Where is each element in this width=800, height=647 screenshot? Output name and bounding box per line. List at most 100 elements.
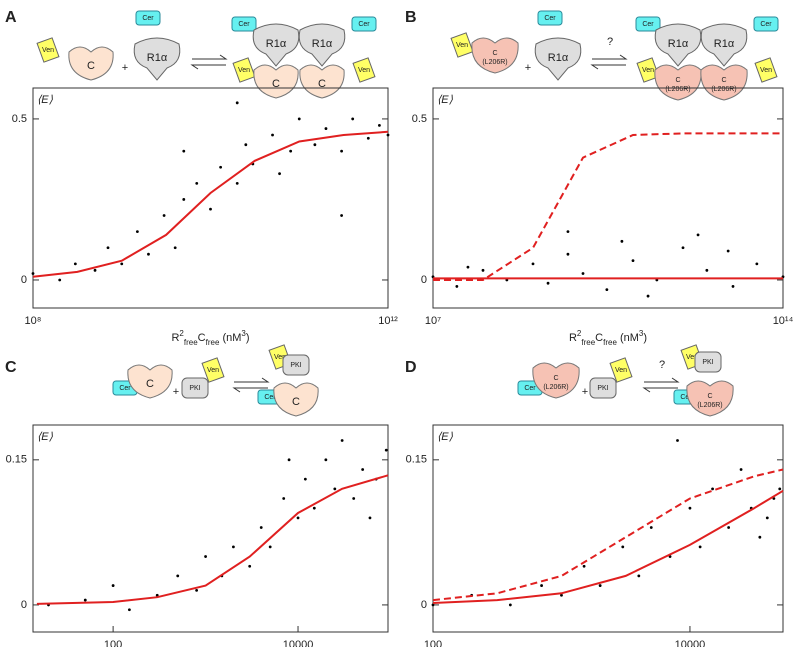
plot-frame (432, 424, 784, 633)
scheme-label: R1α (312, 38, 333, 50)
data-point (106, 246, 110, 250)
c-subunit (299, 64, 345, 99)
data-point (289, 149, 293, 153)
data-point (531, 262, 535, 266)
data-point (581, 272, 585, 275)
r-subunit (534, 37, 582, 81)
r-subunit (252, 23, 300, 67)
plot-frame (32, 424, 389, 633)
data-point (313, 143, 317, 147)
venus-tag (636, 57, 660, 83)
scheme-label: (L206R) (482, 59, 507, 66)
scheme-label: (L206R) (697, 402, 722, 409)
data-point (711, 487, 714, 491)
scheme-label: Cer (142, 15, 154, 22)
data-point (605, 288, 609, 292)
data-point (135, 230, 139, 234)
scheme-label: Cer (238, 21, 250, 28)
venus-tag (754, 57, 778, 83)
c-mutant-subunit (686, 380, 734, 417)
data-point (278, 172, 281, 176)
x-axis-label-part: (nM (617, 332, 639, 344)
equilibrium-arrow (190, 64, 226, 70)
x-tick-label: 10¹⁴ (773, 315, 794, 327)
data-point (540, 584, 543, 587)
c-subunit (68, 46, 114, 81)
x-axis-label-part: C (198, 332, 206, 344)
data-point (621, 545, 625, 549)
scheme-label: (L206R) (543, 384, 568, 391)
panel-label: B (405, 9, 417, 26)
y-tick-label: 0 (21, 599, 27, 611)
data-point (455, 285, 459, 288)
panel-label: A (5, 9, 17, 26)
data-point (235, 181, 239, 185)
scheme-label: ? (659, 359, 665, 371)
data-point (147, 252, 150, 256)
cerulean-tag (231, 16, 257, 32)
scheme-label: Ven (686, 354, 698, 361)
x-axis-label-part: 2 (577, 329, 582, 338)
data-point (259, 526, 263, 529)
x-axis-label-part: 2 (179, 329, 184, 338)
data-point (303, 477, 307, 481)
y-axis-label: ⟨E⟩ (437, 431, 454, 443)
data-point (195, 181, 199, 185)
data-point (312, 506, 316, 510)
data-point (93, 268, 97, 272)
data-point (560, 593, 563, 597)
fit-curve (433, 132, 783, 281)
data-point (676, 439, 679, 442)
scheme-label: C (675, 77, 680, 84)
data-point (111, 584, 115, 587)
data-point (366, 136, 370, 140)
y-axis-label: ⟨E⟩ (37, 431, 54, 443)
x-axis-label-part: (nM (219, 332, 241, 344)
data-point (688, 506, 692, 510)
scheme-label: C (553, 375, 558, 382)
scheme-label: R1α (266, 38, 287, 50)
x-tick-label: 10⁷ (425, 315, 441, 327)
cerulean-tag (351, 16, 377, 32)
venus-tag (232, 57, 256, 83)
data-point (765, 516, 769, 520)
cerulean-tag (537, 10, 563, 26)
data-point (31, 272, 35, 275)
data-point (209, 207, 212, 211)
data-point (120, 262, 124, 266)
scheme-label: C (318, 78, 326, 90)
scheme-label: C (721, 77, 726, 84)
r-subunit (298, 23, 346, 67)
equilibrium-arrow (642, 387, 678, 393)
fit-curve (32, 130, 389, 278)
x-axis-label-part: R (171, 332, 179, 344)
data-point (649, 526, 653, 529)
x-axis-label: R2freeCfree (nM3) (171, 329, 249, 347)
data-point (340, 214, 343, 217)
data-point (297, 117, 301, 121)
y-axis-label: ⟨E⟩ (437, 94, 454, 106)
scheme-label: C (146, 378, 154, 390)
y-tick-label: 0.5 (12, 113, 27, 125)
data-point (368, 516, 372, 520)
x-axis-label-part: ) (246, 332, 250, 344)
scheme-label: Ven (615, 367, 627, 374)
scheme-label: PKI (290, 362, 301, 369)
data-point (324, 127, 328, 130)
scheme-label: + (173, 386, 179, 398)
data-point (681, 246, 685, 250)
data-point (296, 516, 300, 520)
data-point (58, 278, 62, 282)
scheme-label: Cer (544, 15, 556, 22)
equilibrium-arrow (592, 54, 628, 60)
scheme-label: C (492, 50, 497, 57)
x-axis-label-part: free (603, 338, 617, 347)
data-point (352, 497, 356, 500)
venus-tag (201, 357, 225, 383)
data-point (598, 584, 602, 587)
scheme-label: Ven (207, 367, 219, 374)
scheme-label: Ven (760, 67, 772, 74)
data-point (232, 545, 235, 549)
scheme-label: Ven (238, 67, 250, 74)
scheme-label: Cer (358, 21, 370, 28)
